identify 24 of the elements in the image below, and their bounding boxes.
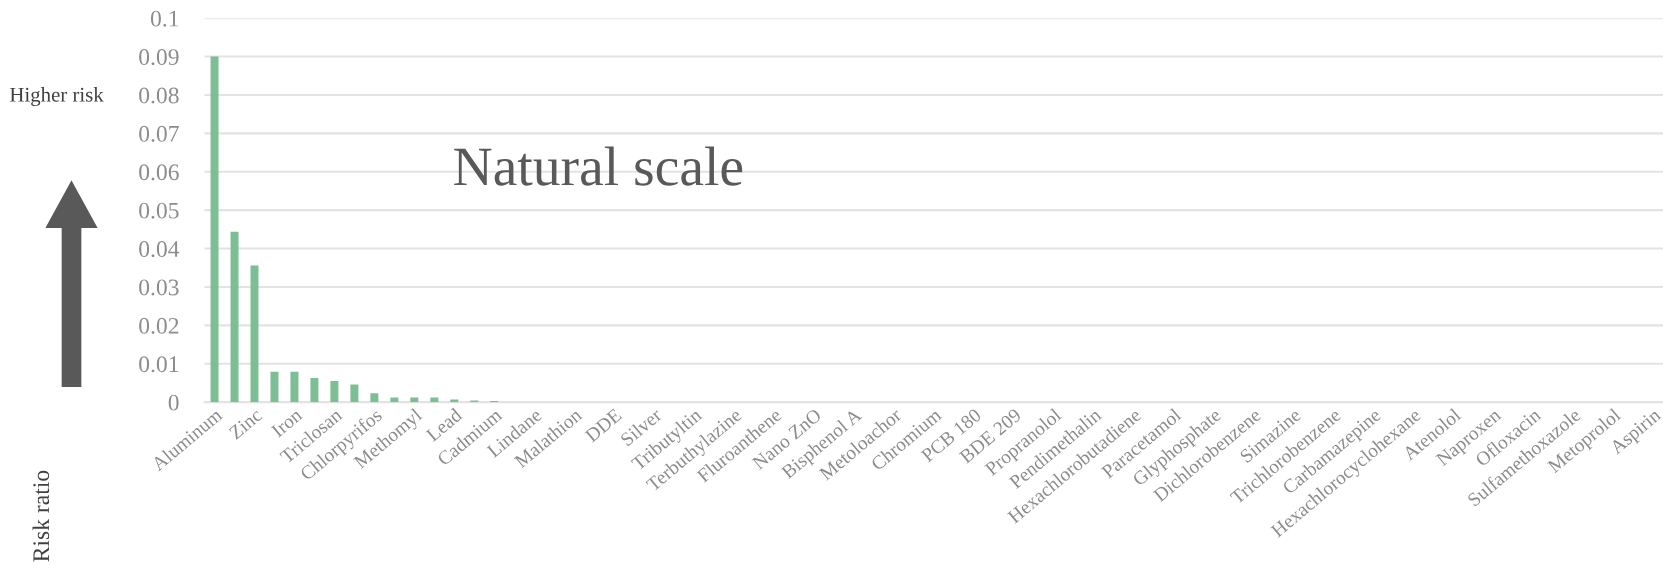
y-tick-label: 0.04 <box>139 241 180 258</box>
y-tick-label: 0.1 <box>150 10 179 27</box>
x-tick-label: Zinc <box>228 407 263 440</box>
y-tick-label: 0.08 <box>139 87 179 104</box>
bar <box>210 56 219 403</box>
y-tick-label: 0.02 <box>139 317 179 334</box>
bar <box>450 399 459 403</box>
y-tick-label: 0 <box>168 394 179 411</box>
annotation: Natural scale <box>454 146 743 186</box>
bar <box>330 381 339 403</box>
y-axis-title: Risk ratio <box>32 470 50 562</box>
y-tick-label: 0.09 <box>139 49 179 66</box>
text: Higher risk <box>9 87 104 107</box>
y-tick-label: 0.01 <box>139 356 179 373</box>
bar <box>350 384 359 403</box>
y-tick-label: 0.07 <box>139 125 179 142</box>
bar <box>310 377 319 403</box>
y-tick-label: 0.05 <box>139 202 179 219</box>
y-tick-label: 0.03 <box>139 279 179 296</box>
bar <box>290 371 299 403</box>
y-tick-label: 0.06 <box>139 164 179 181</box>
bar <box>230 231 239 403</box>
bar <box>370 393 379 403</box>
bar <box>270 371 279 403</box>
